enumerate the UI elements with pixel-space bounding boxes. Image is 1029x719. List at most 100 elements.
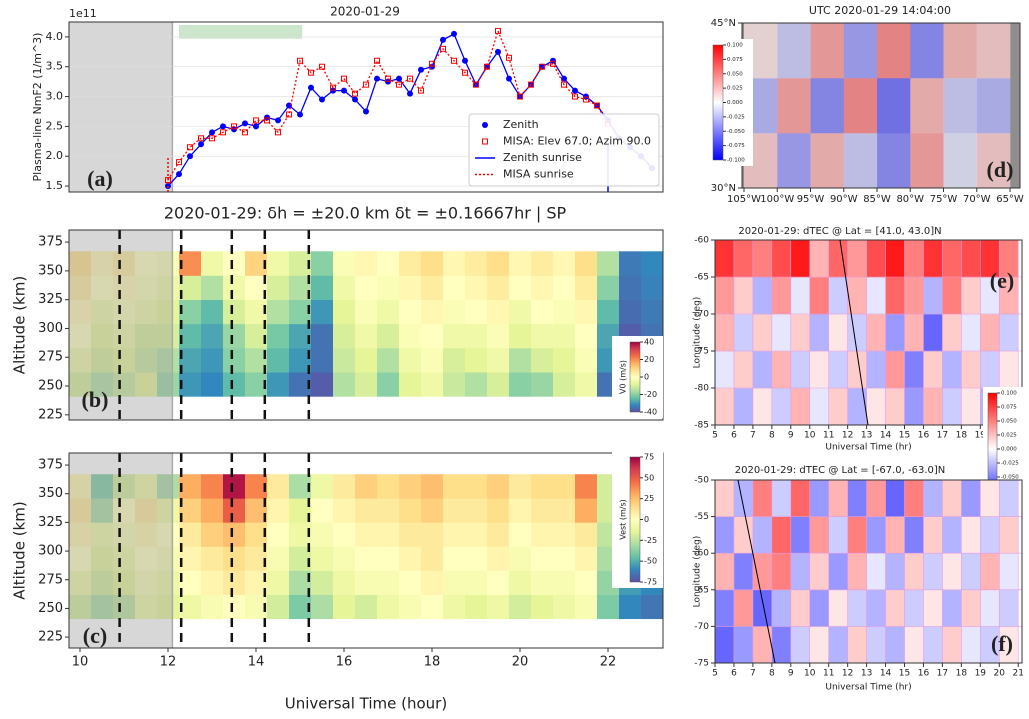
heat-cell: [531, 299, 554, 325]
heat-cell: [752, 388, 773, 425]
heat-cell: [355, 323, 378, 349]
heat-cell: [399, 594, 422, 620]
heat-cell: [531, 522, 554, 547]
heat-cell: [377, 275, 400, 300]
heat-cell: [980, 314, 1000, 352]
data-point: [396, 75, 402, 82]
y-tick-label: 275: [38, 350, 63, 365]
heat-cell: [399, 348, 422, 373]
y-offset-label: 1e11: [69, 7, 97, 20]
data-point: [187, 153, 193, 160]
heat-cell: [267, 323, 290, 349]
legend-box: [468, 113, 660, 187]
heat-cell: [531, 594, 554, 620]
heat-cell: [443, 546, 466, 571]
heat-cell: [619, 251, 642, 276]
heat-cell: [465, 594, 488, 620]
heat-cell: [443, 275, 466, 300]
data-point: [583, 96, 589, 103]
heat-cell: [828, 277, 848, 315]
data-point: [407, 90, 413, 97]
chart-title: 2020-01-29: [330, 5, 400, 19]
heat-cell: [69, 372, 92, 397]
heat-cell: [443, 299, 466, 325]
heat-cell: [421, 570, 444, 595]
heat-cell: [443, 522, 466, 547]
heat-cell: [69, 299, 92, 325]
heat-cell: [531, 474, 554, 499]
colorbar: [629, 456, 641, 583]
heat-cell: [961, 516, 981, 554]
data-point: [462, 57, 468, 64]
heat-cell: [910, 133, 944, 188]
heat-cell: [179, 594, 202, 620]
heat-cell: [866, 480, 886, 517]
heat-cell: [179, 299, 202, 325]
shaded-span: [69, 22, 173, 192]
heat-cell: [487, 299, 510, 325]
heat-cell: [641, 275, 663, 300]
colorbar-tick-label: 0.050: [1001, 419, 1017, 425]
heat-cell: [157, 299, 180, 325]
chart-title: 2020-01-29: dTEC @ Lat = [-67.0, -63.0]N: [735, 465, 946, 476]
y-tick-label: 1.5: [46, 179, 64, 192]
x-tick-label: 20: [994, 669, 1006, 679]
heat-cell: [847, 626, 867, 663]
y-axis-label: Longitude (deg): [693, 536, 703, 608]
heat-cell: [201, 251, 224, 276]
heat-cell: [847, 314, 867, 352]
heat-cell: [135, 348, 158, 373]
heat-cell: [923, 516, 943, 554]
heat-cell: [333, 275, 356, 300]
heat-cell: [575, 275, 598, 300]
heat-cell: [733, 626, 754, 663]
x-tick-label: 13: [861, 669, 872, 679]
x-tick-label: 17: [937, 669, 948, 679]
heat-cell: [399, 251, 422, 276]
x-tick-label: 19: [975, 431, 987, 441]
colorbar-tick-label: -0.100: [727, 158, 745, 164]
x-tick-label: 21: [1012, 669, 1023, 679]
heat-cell: [443, 474, 466, 499]
heat-cell: [223, 348, 246, 373]
heat-cell: [421, 498, 444, 523]
heat-cell: [223, 522, 246, 547]
heat-cell: [942, 277, 962, 315]
plot-frame: [714, 239, 1023, 426]
heat-cell: [790, 277, 811, 315]
heat-cell: [942, 589, 962, 627]
heat-cell: [942, 553, 962, 591]
data-point: [297, 111, 303, 118]
heat-cell: [828, 516, 848, 554]
heat-cell: [179, 323, 202, 349]
heat-cell: [980, 480, 1000, 517]
heat-cell: [619, 594, 642, 620]
heat-cell: [223, 594, 246, 620]
heat-cell: [399, 299, 422, 325]
heat-cell: [619, 275, 642, 300]
heat-cell: [976, 23, 1011, 79]
heat-cell: [961, 351, 981, 389]
heat-cell: [733, 516, 754, 554]
heat-cell: [289, 372, 312, 397]
heat-cell: [999, 589, 1019, 627]
heat-cell: [810, 78, 845, 134]
heat-cell: [333, 570, 356, 595]
heat-cell: [641, 594, 663, 620]
heat-cell: [245, 323, 268, 349]
heat-cell: [333, 299, 356, 325]
heat-cell: [752, 553, 773, 591]
x-tick-label: 16: [918, 431, 930, 441]
heat-cell: [201, 348, 224, 373]
terminator-line: [839, 239, 869, 426]
heat-cell: [828, 589, 848, 627]
plot-area: [742, 23, 1020, 188]
heat-cell: [885, 314, 905, 352]
data-point: [330, 84, 336, 91]
heat-cell: [377, 474, 400, 499]
heat-cell: [179, 498, 202, 523]
heat-cell: [421, 594, 444, 620]
y-tick-label: -55: [694, 512, 709, 522]
heat-cell: [828, 480, 848, 517]
heat-cell: [157, 348, 180, 373]
